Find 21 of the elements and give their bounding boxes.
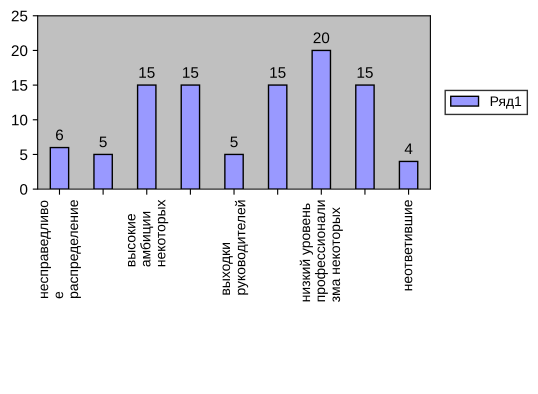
y-tick-label: 10	[12, 114, 28, 126]
data-label: 20	[314, 32, 330, 44]
x-tick-label: высокие амбиции некоторых	[128, 200, 168, 267]
y-tick-label: 5	[20, 149, 28, 160]
data-label: 15	[270, 67, 286, 78]
data-label: 5	[99, 136, 107, 148]
y-tick-label: 15	[12, 80, 28, 91]
y-tick-label: 25	[12, 10, 28, 22]
x-tick-label: несправедливо е распределение	[40, 200, 81, 298]
data-label: 15	[183, 67, 198, 78]
data-label: 15	[139, 67, 155, 78]
y-tick-label: 20	[12, 45, 28, 56]
data-label: 5	[230, 136, 238, 148]
x-tick-label: выходки руководителей	[222, 200, 248, 295]
data-label: 15	[358, 67, 373, 78]
y-tick-label: 0	[20, 184, 28, 195]
data-label: 6	[56, 130, 64, 140]
x-tick-label: низкий уровень профессионали зма некоторых	[300, 200, 343, 302]
data-label: 4	[404, 144, 412, 154]
legend-label: Ряд1	[490, 96, 522, 109]
x-tick-label: неответившие	[404, 200, 412, 290]
